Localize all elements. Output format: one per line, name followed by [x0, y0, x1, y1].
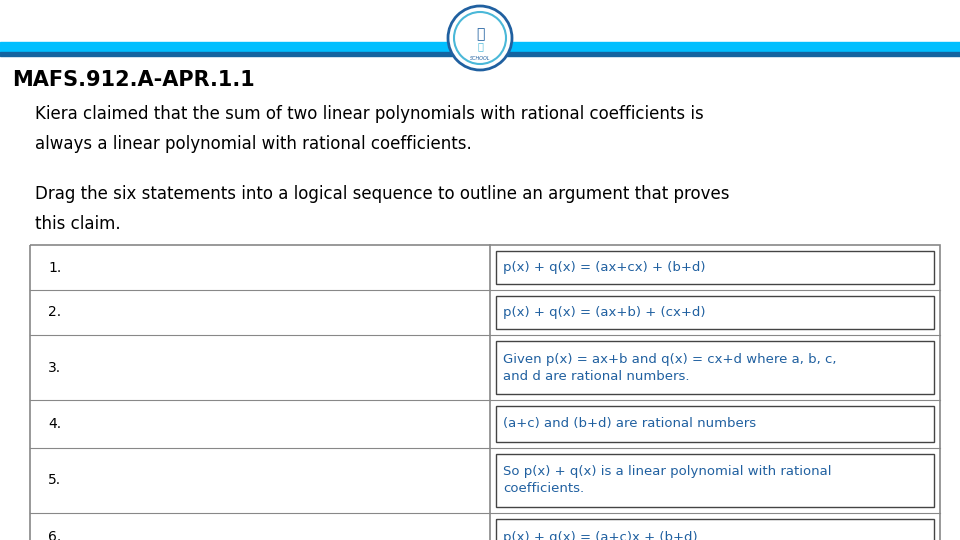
Text: 1.: 1.	[48, 260, 61, 274]
Text: MAFS.912.A-APR.1.1: MAFS.912.A-APR.1.1	[12, 70, 254, 90]
Bar	[496, 406, 934, 442]
Circle shape	[448, 6, 512, 70]
Text: Given p(x) = ax+b and q(x) = cx+d where a, b, c,
and d are rational numbers.: Given p(x) = ax+b and q(x) = cx+d where …	[503, 353, 836, 382]
Text: 2.: 2.	[48, 306, 61, 320]
Bar	[0, 52, 960, 56]
Text: (a+c) and (b+d) are rational numbers: (a+c) and (b+d) are rational numbers	[503, 417, 756, 430]
Bar	[0, 42, 960, 52]
Text: 📖: 📖	[477, 41, 483, 51]
Bar	[496, 296, 934, 329]
Text: 6.: 6.	[48, 530, 61, 540]
Text: Drag the six statements into a logical sequence to outline an argument that prov: Drag the six statements into a logical s…	[35, 185, 730, 203]
Text: So p(x) + q(x) is a linear polynomial with rational
coefficients.: So p(x) + q(x) is a linear polynomial wi…	[503, 465, 831, 496]
Text: Kiera claimed that the sum of two linear polynomials with rational coefficients : Kiera claimed that the sum of two linear…	[35, 105, 704, 123]
Text: SCHOOL: SCHOOL	[469, 56, 491, 60]
Text: always a linear polynomial with rational coefficients.: always a linear polynomial with rational…	[35, 135, 471, 153]
Text: 🎓: 🎓	[476, 27, 484, 41]
Text: 3.: 3.	[48, 361, 61, 375]
Bar	[496, 454, 934, 507]
Text: 4.: 4.	[48, 417, 61, 431]
Text: p(x) + q(x) = (ax+cx) + (b+d): p(x) + q(x) = (ax+cx) + (b+d)	[503, 261, 706, 274]
Bar	[496, 519, 934, 540]
Text: this claim.: this claim.	[35, 215, 121, 233]
Text: p(x) + q(x) = (ax+b) + (cx+d): p(x) + q(x) = (ax+b) + (cx+d)	[503, 306, 706, 319]
Text: p(x) + q(x) = (a+c)x + (b+d): p(x) + q(x) = (a+c)x + (b+d)	[503, 530, 698, 540]
Bar	[496, 251, 934, 284]
Text: 5.: 5.	[48, 474, 61, 488]
Bar	[496, 341, 934, 394]
Bar	[30, 245, 940, 540]
